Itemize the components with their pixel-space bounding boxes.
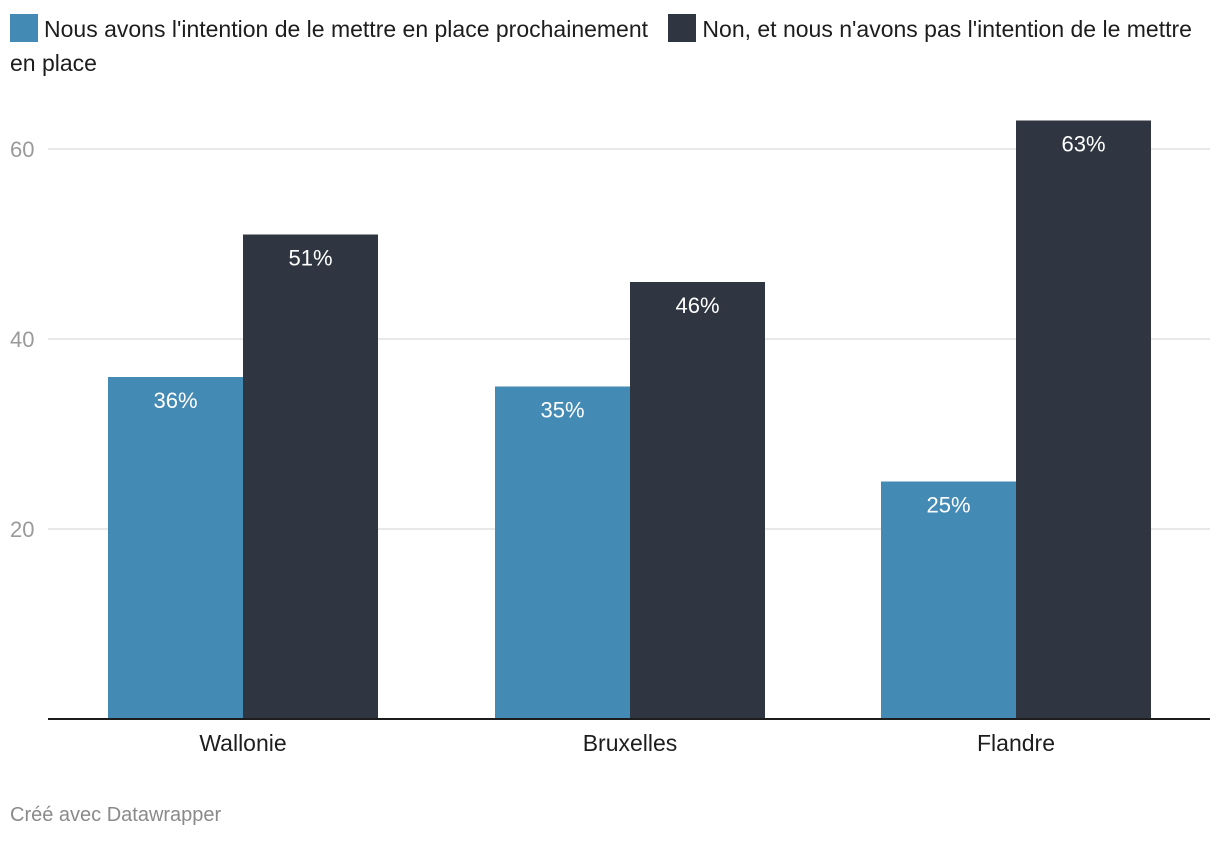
y-tick-label-60: 60: [10, 137, 34, 162]
data-label-flandre-series-2: 63%: [1061, 132, 1105, 157]
bar-bruxelles-series-1: [495, 386, 630, 719]
footer-credit: Créé avec Datawrapper: [10, 804, 222, 826]
x-tick-label-wallonie: Wallonie: [199, 730, 286, 756]
bar-bruxelles-series-2: [630, 282, 765, 719]
legend-item-not-planned: Non, et nous n'avons pas l'intention de …: [10, 14, 1192, 76]
legend: Nous avons l'intention de le mettre en p…: [10, 12, 1210, 80]
legend-item-planned: Nous avons l'intention de le mettre en p…: [10, 14, 649, 42]
data-label-bruxelles-series-2: 46%: [675, 293, 719, 318]
bar-wallonie-series-2: [243, 234, 378, 719]
data-label-flandre-series-1: 25%: [926, 493, 970, 518]
legend-swatch-planned: [10, 14, 38, 42]
x-tick-label-flandre: Flandre: [977, 730, 1055, 756]
legend-label-not-planned: Non, et nous n'avons pas l'intention de …: [10, 16, 1192, 76]
data-label-wallonie-series-2: 51%: [288, 246, 332, 271]
y-tick-label-20: 20: [10, 517, 34, 542]
bar-wallonie-series-1: [108, 377, 243, 719]
y-tick-label-40: 40: [10, 327, 34, 352]
legend-label-planned: Nous avons l'intention de le mettre en p…: [44, 16, 649, 42]
data-label-wallonie-series-1: 36%: [153, 388, 197, 413]
bar-flandre-series-1: [881, 481, 1016, 719]
data-label-bruxelles-series-1: 35%: [540, 398, 584, 423]
x-tick-label-bruxelles: Bruxelles: [583, 730, 678, 756]
bar-flandre-series-2: [1016, 120, 1151, 719]
legend-swatch-not-planned: [668, 14, 697, 42]
